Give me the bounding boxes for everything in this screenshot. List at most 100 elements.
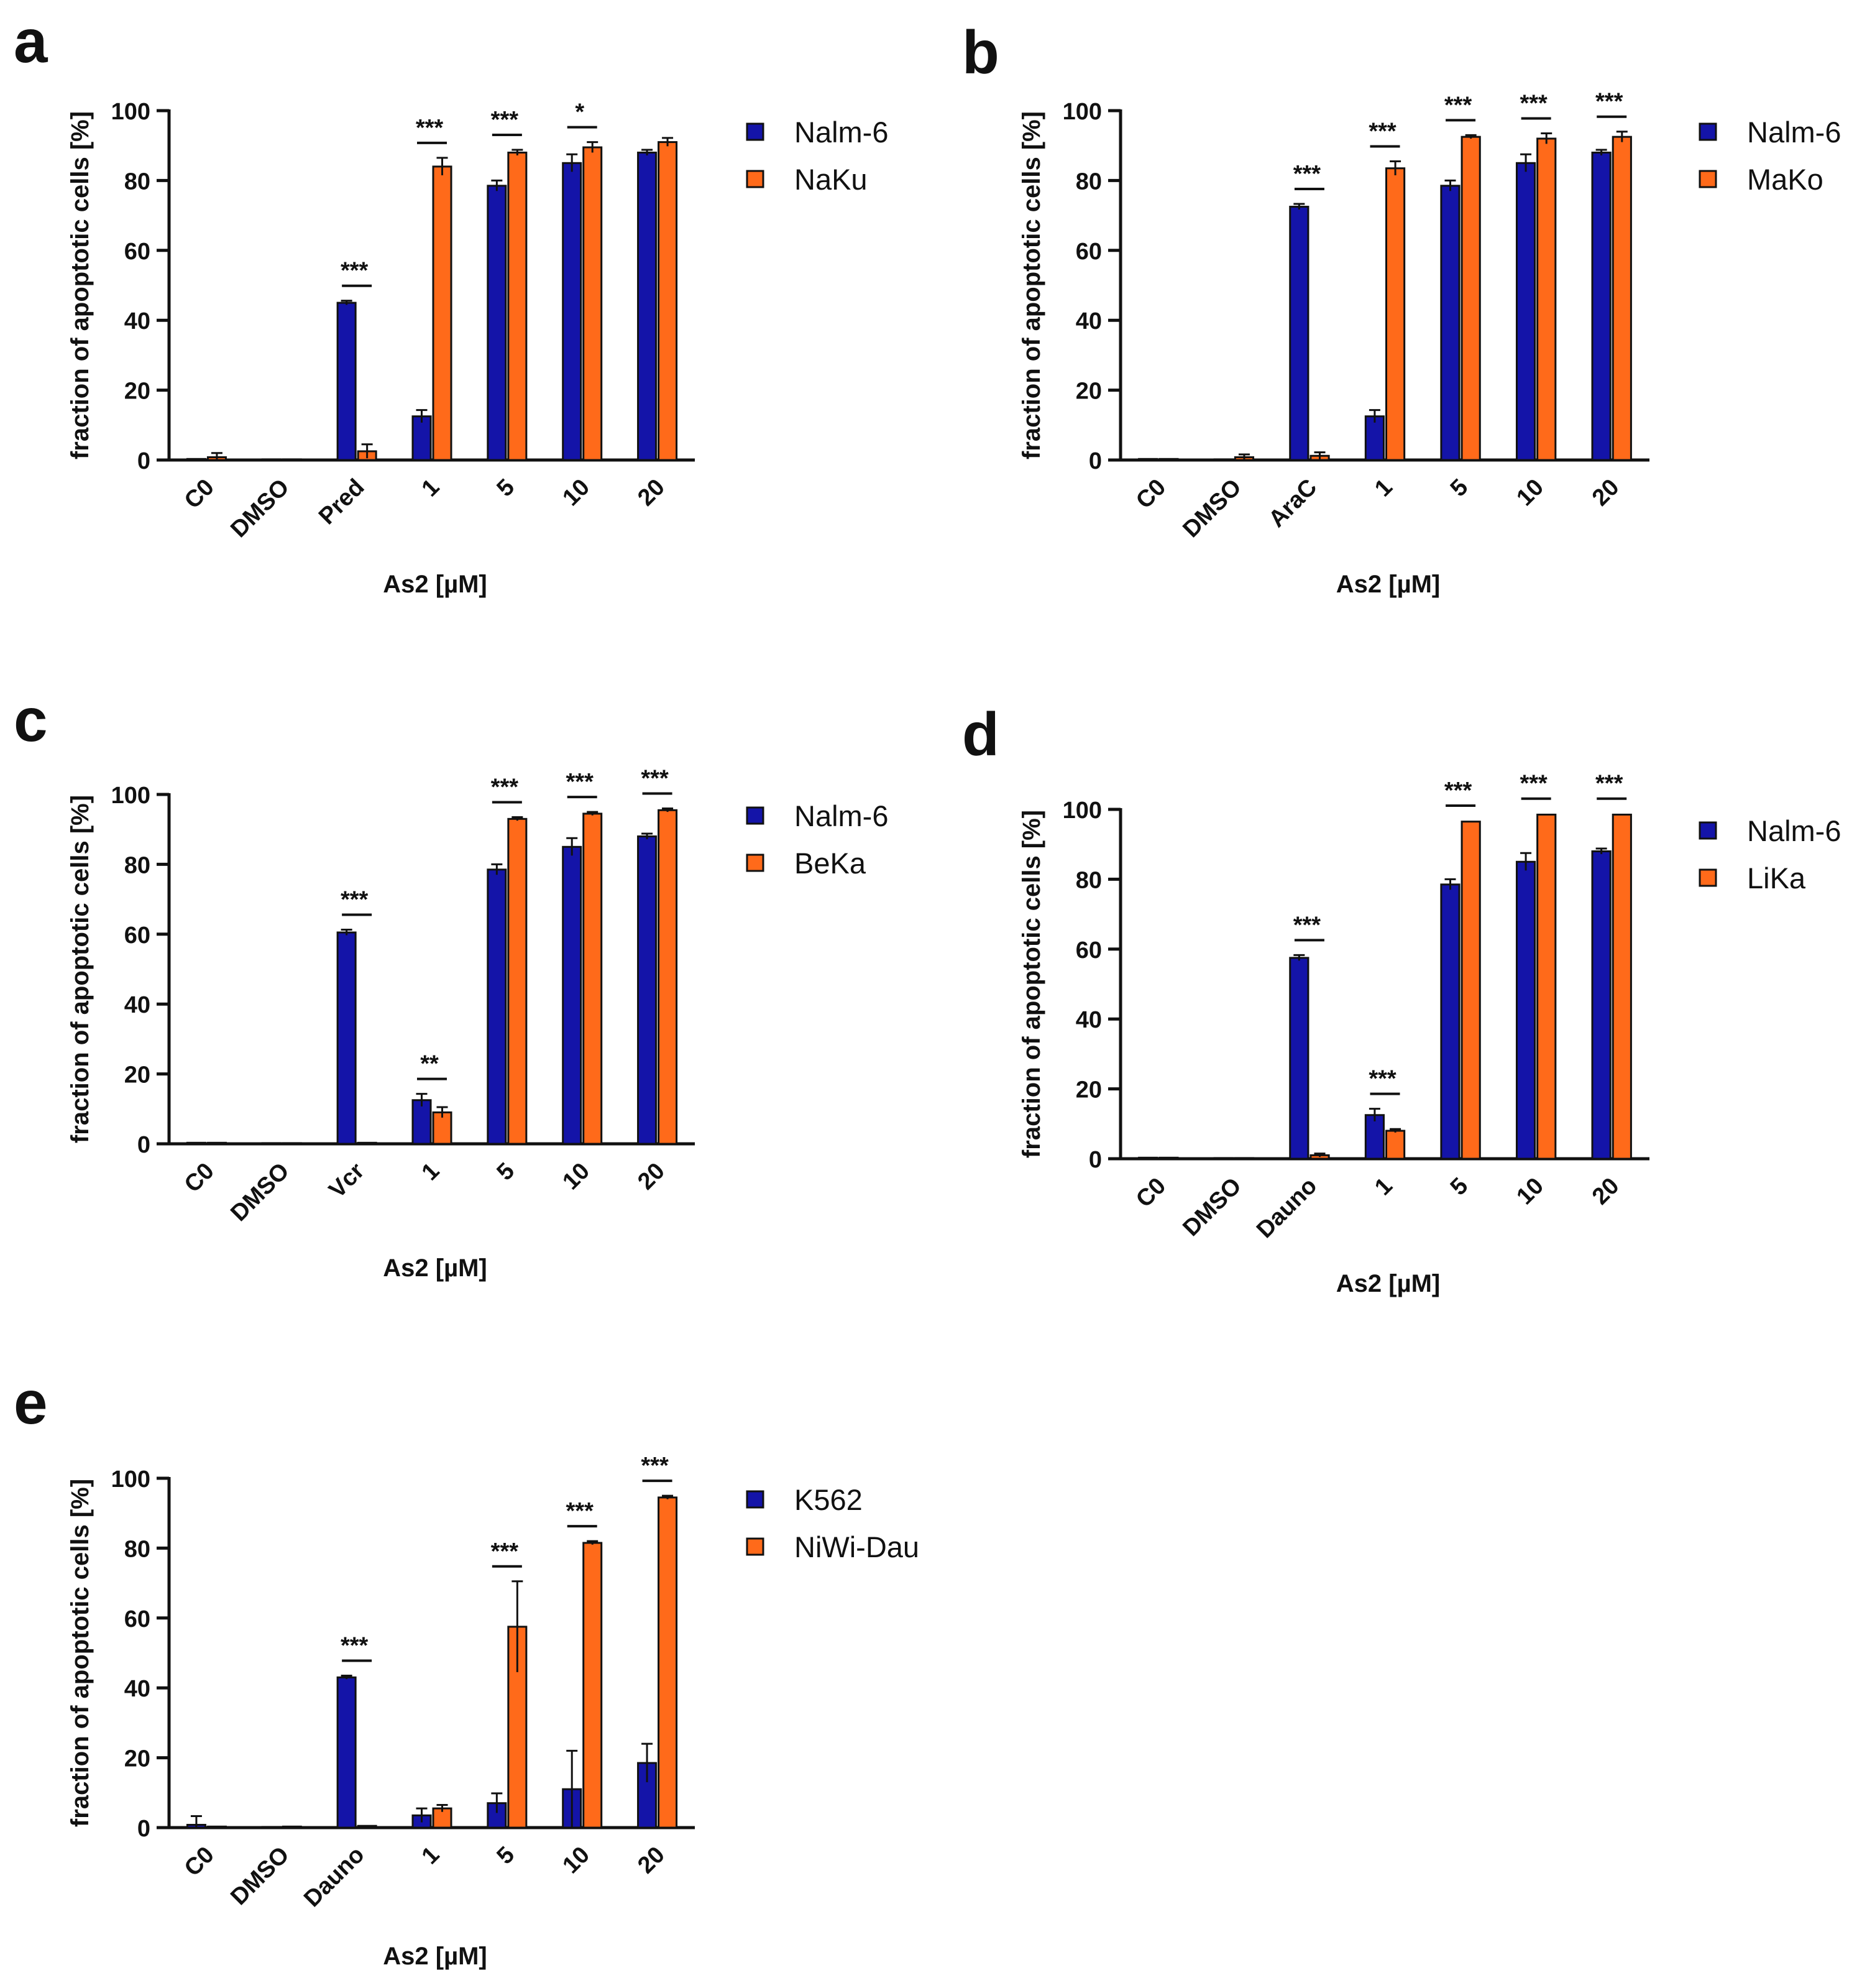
bar-c-beka-5 bbox=[507, 817, 528, 1145]
y-tick-label: 100 bbox=[1063, 99, 1102, 125]
panel-d: d 0 20 40 60 80 100 fraction of apoptotic cells… bbox=[962, 700, 1841, 1297]
y-tick-label: 20 bbox=[124, 1062, 150, 1088]
y-tick-label: 0 bbox=[137, 1816, 150, 1842]
bar-a-nalm-6-1 bbox=[411, 415, 432, 461]
legend-label: LiKa bbox=[1747, 862, 1806, 895]
y-tick-label: 60 bbox=[124, 1606, 150, 1632]
y-tick-label: 60 bbox=[124, 239, 150, 265]
bar-c-nalm-6-vcr bbox=[336, 931, 357, 1145]
legend-swatch bbox=[746, 854, 764, 872]
significance-label: *** bbox=[1293, 912, 1321, 938]
bar-c-beka-20 bbox=[658, 809, 678, 1145]
bar-a-nalm-6-dmso bbox=[261, 458, 282, 461]
y-axis-label: fraction of apoptotic cells [%] bbox=[66, 111, 94, 459]
panel-letter: a bbox=[14, 7, 48, 75]
legend-swatch bbox=[746, 170, 764, 188]
bar-c-beka-10 bbox=[582, 812, 603, 1145]
legend-label: Nalm-6 bbox=[1747, 116, 1841, 149]
legend-label: Nalm-6 bbox=[1747, 814, 1841, 847]
legend-label: Nalm-6 bbox=[794, 799, 888, 832]
significance-label: *** bbox=[1520, 771, 1548, 797]
bar-a-nalm-6-20 bbox=[637, 151, 658, 461]
significance-label: *** bbox=[566, 769, 594, 795]
y-tick-label: 80 bbox=[1076, 867, 1102, 893]
legend-swatch bbox=[746, 1490, 764, 1509]
legend-swatch bbox=[746, 1537, 764, 1556]
y-tick-label: 80 bbox=[124, 1536, 150, 1562]
significance-label: *** bbox=[341, 1633, 369, 1659]
bar-b-nalm-6-dmso bbox=[1213, 458, 1234, 461]
significance-label: *** bbox=[566, 1498, 594, 1524]
bar-c-nalm-6-dmso bbox=[261, 1142, 282, 1145]
bar-d-nalm-6-10 bbox=[1515, 860, 1536, 1160]
y-axis-label: fraction of apoptotic cells [%] bbox=[66, 795, 94, 1143]
y-tick-label: 0 bbox=[137, 1132, 150, 1158]
bar-c-nalm-6-1 bbox=[411, 1099, 432, 1145]
bar-e-k562-dauno bbox=[336, 1676, 357, 1829]
y-tick-label: 40 bbox=[124, 308, 150, 334]
significance-label: ** bbox=[420, 1051, 439, 1077]
legend-label: MaKo bbox=[1747, 163, 1823, 196]
significance-label: *** bbox=[641, 765, 669, 791]
significance-label: *** bbox=[491, 775, 519, 801]
significance-label: *** bbox=[491, 107, 519, 133]
legend-label: BeKa bbox=[794, 847, 866, 880]
y-tick-label: 80 bbox=[124, 852, 150, 878]
y-tick-label: 20 bbox=[124, 1746, 150, 1772]
bar-a-naku-10 bbox=[582, 146, 603, 461]
bar-b-mako-c0 bbox=[1158, 458, 1179, 461]
bar-a-naku-5 bbox=[507, 151, 528, 461]
y-tick-label: 20 bbox=[1076, 379, 1102, 405]
significance-label: *** bbox=[1595, 771, 1623, 797]
legend-swatch bbox=[746, 806, 764, 825]
bar-b-nalm-6-20 bbox=[1591, 151, 1612, 461]
significance-label: *** bbox=[1293, 161, 1321, 187]
bar-b-nalm-6-1 bbox=[1364, 415, 1385, 461]
bar-a-naku-20 bbox=[658, 141, 678, 461]
bar-d-nalm-6-dauno bbox=[1289, 957, 1309, 1160]
bar-b-mako-1 bbox=[1385, 167, 1406, 461]
y-tick-label: 40 bbox=[1076, 1007, 1102, 1033]
legend-label: Nalm-6 bbox=[794, 116, 888, 149]
y-tick-label: 40 bbox=[124, 992, 150, 1018]
bar-a-nalm-6-10 bbox=[562, 162, 582, 461]
legend-label: NaKu bbox=[794, 163, 868, 196]
bar-d-nalm-6-c0 bbox=[1138, 1156, 1158, 1160]
bar-c-nalm-6-5 bbox=[487, 868, 507, 1145]
bar-a-nalm-6-5 bbox=[487, 185, 507, 461]
bar-e-niwi-dau-10 bbox=[582, 1542, 603, 1829]
x-axis-label: As2 [µM] bbox=[1336, 1270, 1441, 1297]
x-axis-label: As2 [µM] bbox=[383, 1943, 487, 1970]
panel-letter: c bbox=[14, 686, 48, 754]
significance-label: *** bbox=[341, 258, 369, 284]
bar-d-lika-20 bbox=[1612, 813, 1632, 1160]
y-tick-label: 80 bbox=[124, 168, 150, 195]
bar-e-niwi-dau-c0 bbox=[206, 1825, 227, 1829]
significance-label: *** bbox=[1369, 1066, 1396, 1092]
bar-c-beka-vcr bbox=[357, 1141, 377, 1145]
significance-label: *** bbox=[641, 1453, 669, 1479]
y-tick-label: 20 bbox=[124, 379, 150, 405]
bar-d-lika-dmso bbox=[1234, 1157, 1255, 1160]
y-tick-label: 60 bbox=[1076, 937, 1102, 964]
y-tick-label: 100 bbox=[1063, 798, 1102, 824]
y-tick-label: 40 bbox=[1076, 308, 1102, 334]
y-tick-label: 80 bbox=[1076, 168, 1102, 195]
y-tick-label: 100 bbox=[111, 99, 150, 125]
bar-b-nalm-6-c0 bbox=[1138, 458, 1158, 461]
significance-label: *** bbox=[341, 886, 369, 913]
bar-c-beka-1 bbox=[432, 1111, 452, 1145]
bar-d-nalm-6-20 bbox=[1591, 850, 1612, 1160]
legend-label: K562 bbox=[794, 1483, 863, 1516]
significance-label: *** bbox=[1520, 91, 1548, 117]
significance-label: * bbox=[575, 99, 584, 126]
bar-c-nalm-6-c0 bbox=[186, 1141, 206, 1145]
significance-label: *** bbox=[1444, 92, 1472, 118]
y-tick-label: 100 bbox=[111, 783, 150, 809]
bar-d-nalm-6-5 bbox=[1440, 883, 1461, 1160]
bar-a-nalm-6-pred bbox=[336, 301, 357, 461]
bar-a-nalm-6-c0 bbox=[186, 458, 206, 461]
y-axis-label: fraction of apoptotic cells [%] bbox=[66, 1479, 94, 1827]
